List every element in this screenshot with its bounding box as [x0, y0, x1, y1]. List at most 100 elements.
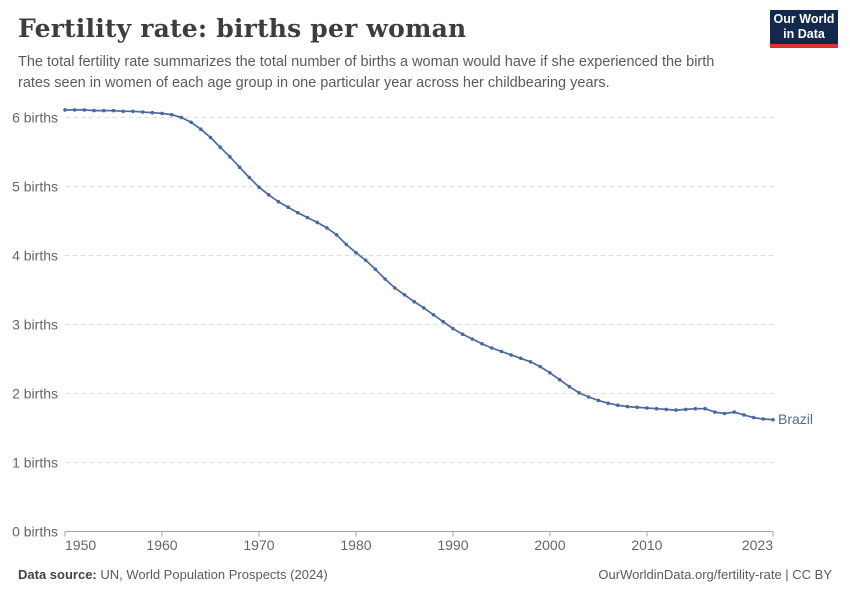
data-point: [169, 112, 174, 117]
data-point: [664, 407, 669, 412]
data-point: [150, 110, 155, 115]
x-tick-label: 2010: [631, 537, 662, 553]
data-point: [344, 242, 349, 247]
data-point: [140, 110, 145, 114]
data-point: [208, 135, 213, 140]
data-point: [218, 145, 222, 149]
data-point: [557, 377, 562, 382]
data-point: [548, 371, 552, 375]
x-tick-label: 2023: [742, 537, 773, 553]
data-source-text: UN, World Population Prospects (2024): [96, 567, 328, 582]
data-point: [606, 401, 610, 406]
data-point: [92, 108, 96, 113]
data-point: [111, 108, 116, 113]
data-point: [276, 199, 281, 204]
data-point: [489, 346, 494, 350]
y-tick-label: 1 births: [12, 455, 58, 471]
data-point: [72, 108, 77, 112]
y-tick-label: 0 births: [12, 524, 58, 540]
data-point: [82, 108, 87, 112]
chart-footer: Data source: UN, World Population Prospe…: [18, 567, 832, 582]
data-point: [402, 293, 407, 297]
data-point: [63, 108, 67, 112]
data-point: [674, 408, 678, 412]
data-point: [713, 410, 717, 414]
data-point: [441, 319, 446, 324]
y-gridlines: 1 births 2 births 3 births 4 births 5 births…: [12, 110, 775, 540]
data-source: Data source: UN, World Population Prospe…: [18, 567, 328, 582]
data-point: [383, 277, 387, 281]
owid-logo-line1: Our World: [773, 11, 835, 26]
data-point: [431, 313, 436, 317]
data-point: [693, 406, 698, 411]
data-point: [315, 220, 320, 225]
chart-subtitle: The total fertility rate summarizes the …: [18, 54, 715, 91]
data-point: [722, 411, 727, 416]
data-point: [422, 306, 426, 310]
data-point: [509, 353, 513, 357]
data-point: [528, 360, 533, 364]
data-point: [189, 120, 193, 125]
data-point: [761, 417, 766, 421]
data-point: [412, 299, 417, 304]
data-point: [577, 391, 581, 395]
data-point: [296, 210, 300, 215]
data-point: [480, 342, 484, 346]
data-point: [635, 405, 639, 410]
owid-logo[interactable]: Our World in Data: [770, 10, 838, 48]
x-tick-label: 1970: [243, 537, 274, 553]
data-point: [742, 413, 746, 417]
data-point: [683, 407, 688, 412]
data-point: [131, 109, 135, 114]
data-point: [363, 258, 368, 263]
y-tick-label: 4 births: [12, 248, 58, 264]
data-point: [305, 215, 310, 220]
x-tick-label: 1980: [340, 537, 371, 553]
data-point: [257, 185, 261, 189]
data-point: [102, 108, 106, 113]
data-source-label: Data source:: [18, 567, 97, 582]
x-tick-label: 2000: [534, 537, 565, 553]
x-tick-label: 1950: [65, 537, 96, 553]
entity-label: Brazil: [778, 411, 813, 427]
data-point: [334, 233, 339, 237]
data-point: [732, 410, 736, 414]
data-point: [460, 332, 465, 337]
page-title: Fertility rate: births per woman: [18, 14, 467, 43]
data-point: [703, 406, 707, 411]
data-point: [519, 356, 523, 361]
data-point: [751, 415, 756, 420]
data-point: [771, 417, 775, 422]
x-axis: 1950 1960 1970 1980 1990 2000 2010 2023: [64, 531, 774, 553]
data-point: [354, 250, 358, 255]
x-tick-label: 1960: [146, 537, 177, 553]
data-point: [596, 398, 601, 403]
data-point: [228, 155, 232, 159]
data-point: [470, 337, 475, 341]
data-point: [645, 406, 649, 410]
data-point: [616, 403, 620, 408]
data-point: [160, 111, 164, 116]
data-point: [586, 395, 591, 399]
data-point: [266, 193, 271, 197]
attribution-text: OurWorldinData.org/fertility-rate | CC B…: [598, 567, 832, 582]
data-point: [654, 406, 659, 411]
y-tick-label: 5 births: [12, 179, 58, 195]
data-point: [325, 226, 329, 230]
x-tick-label: 1990: [437, 537, 468, 553]
y-tick-label: 6 births: [12, 110, 58, 126]
data-point: [538, 364, 542, 369]
data-point: [286, 205, 290, 209]
owid-logo-line2: in Data: [783, 27, 825, 41]
data-point: [199, 127, 203, 131]
y-tick-label: 2 births: [12, 386, 58, 402]
data-point: [247, 175, 252, 180]
data-point: [121, 109, 125, 114]
data-point: [567, 384, 572, 389]
data-point: [373, 267, 378, 272]
data-point: [625, 404, 630, 409]
y-tick-label: 3 births: [12, 317, 58, 333]
data-line-brazil: [64, 109, 774, 421]
